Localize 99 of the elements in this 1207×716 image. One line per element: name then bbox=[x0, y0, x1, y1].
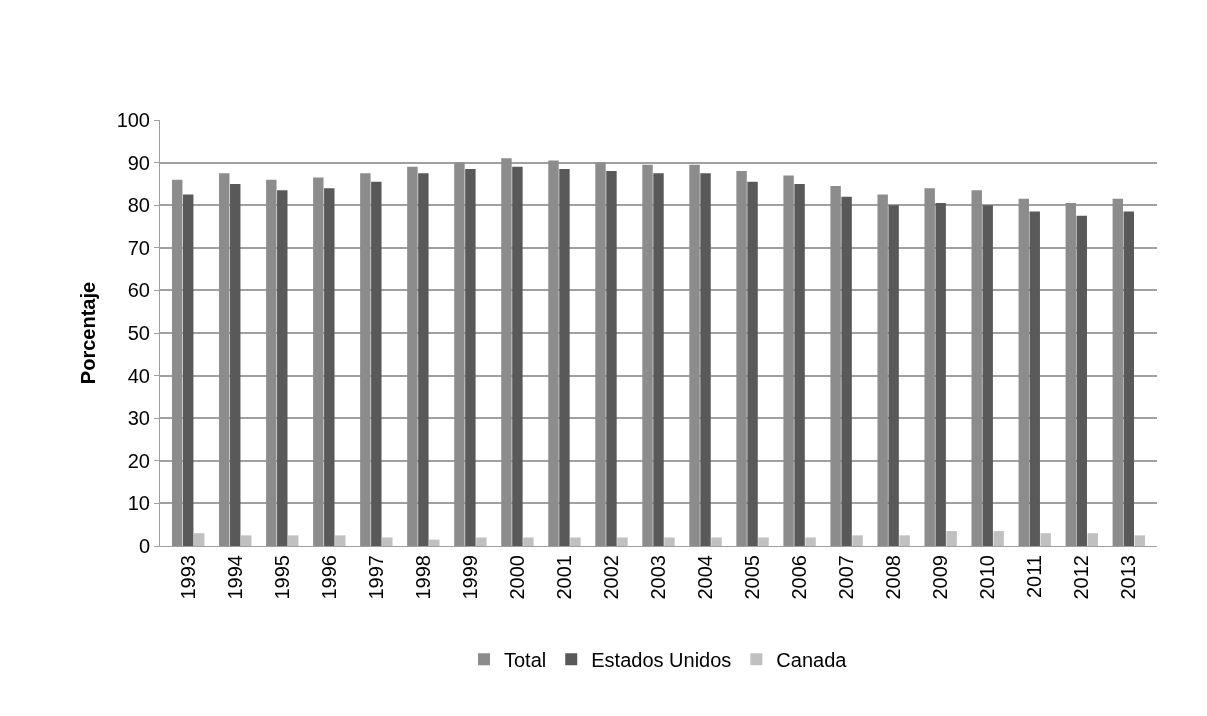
bar bbox=[407, 166, 418, 546]
x-tick-label: 1994 bbox=[223, 555, 246, 600]
y-tick-label: 90 bbox=[127, 151, 150, 174]
bar bbox=[805, 537, 816, 546]
bar bbox=[758, 537, 769, 546]
x-tick-label: 2004 bbox=[694, 555, 717, 600]
y-tick-label: 100 bbox=[116, 109, 150, 131]
bar bbox=[1076, 215, 1087, 546]
bar bbox=[313, 177, 324, 546]
bar bbox=[617, 537, 628, 546]
bar bbox=[335, 535, 346, 546]
bar bbox=[324, 188, 335, 546]
bar bbox=[1018, 198, 1029, 546]
bar bbox=[899, 535, 910, 546]
bar bbox=[924, 188, 935, 546]
bar bbox=[653, 173, 664, 546]
x-tick-label: 2008 bbox=[882, 555, 905, 600]
legend-label: Total bbox=[504, 649, 547, 672]
x-tick-label: 1997 bbox=[364, 555, 387, 600]
bar bbox=[512, 166, 523, 546]
x-tick-label: 1998 bbox=[411, 555, 434, 600]
bar bbox=[172, 179, 183, 546]
y-tick-label: 20 bbox=[127, 449, 150, 472]
bar bbox=[982, 205, 993, 546]
legend-label: Canada bbox=[776, 649, 848, 672]
bar bbox=[1029, 211, 1040, 546]
bar bbox=[711, 537, 722, 546]
x-tick-label: 1996 bbox=[317, 555, 340, 600]
bar bbox=[1123, 211, 1134, 546]
bar bbox=[241, 535, 252, 546]
bar bbox=[971, 190, 982, 546]
bar bbox=[193, 533, 205, 546]
bar bbox=[1087, 533, 1098, 546]
bar bbox=[266, 179, 277, 546]
bar bbox=[606, 171, 617, 546]
bar bbox=[700, 173, 711, 546]
bar bbox=[877, 194, 888, 546]
bar bbox=[523, 537, 534, 546]
x-tick-label: 2010 bbox=[976, 555, 999, 600]
bar bbox=[888, 205, 899, 546]
bar bbox=[747, 181, 758, 546]
bar bbox=[570, 537, 581, 546]
x-tick-label: 2009 bbox=[929, 555, 952, 600]
bar bbox=[794, 183, 805, 546]
x-tick-label: 2002 bbox=[599, 555, 622, 600]
y-tick-label: 70 bbox=[127, 236, 150, 259]
x-tick-label: 2000 bbox=[505, 555, 528, 600]
bar bbox=[689, 164, 700, 546]
bar bbox=[852, 535, 863, 546]
bar bbox=[993, 531, 1004, 546]
bar bbox=[183, 194, 194, 546]
y-tick-label: 60 bbox=[127, 279, 150, 302]
x-tick-label: 2006 bbox=[788, 555, 811, 600]
bar bbox=[360, 173, 371, 546]
bar bbox=[664, 537, 675, 546]
bar bbox=[476, 537, 487, 546]
bar bbox=[642, 164, 653, 546]
bar bbox=[382, 537, 393, 546]
bar bbox=[1040, 533, 1051, 546]
bar bbox=[288, 535, 299, 546]
x-tick-label: 2011 bbox=[1023, 555, 1046, 599]
y-tick-label: 10 bbox=[127, 492, 150, 515]
bar bbox=[736, 171, 747, 546]
x-tick-label: 1999 bbox=[458, 555, 481, 600]
bar bbox=[219, 173, 230, 546]
bar bbox=[830, 186, 841, 546]
x-tick-label: 2013 bbox=[1117, 555, 1140, 600]
bar bbox=[418, 173, 429, 546]
legend-label: Estados Unidos bbox=[591, 649, 732, 672]
bar bbox=[548, 160, 559, 546]
bar bbox=[501, 158, 512, 546]
bar bbox=[935, 203, 946, 546]
x-tick-label: 2005 bbox=[741, 555, 764, 600]
x-tick-label: 2003 bbox=[647, 555, 669, 600]
bar bbox=[371, 181, 382, 546]
x-tick-label: 1993 bbox=[176, 555, 199, 600]
bar bbox=[454, 162, 465, 546]
x-tick-label: 2012 bbox=[1070, 555, 1093, 600]
bar bbox=[946, 531, 957, 546]
bar bbox=[559, 168, 570, 546]
bar bbox=[841, 196, 852, 546]
y-axis-title: Porcentaje bbox=[77, 281, 100, 385]
y-tick-label: 30 bbox=[127, 407, 150, 430]
bar bbox=[230, 183, 241, 546]
bar bbox=[783, 175, 794, 546]
y-tick-label: 80 bbox=[127, 194, 150, 217]
x-tick-label: 2007 bbox=[835, 555, 858, 600]
y-tick-label: 50 bbox=[127, 322, 150, 344]
bar bbox=[1065, 203, 1076, 546]
bar bbox=[277, 190, 288, 546]
bar bbox=[595, 162, 606, 546]
x-tick-label: 2001 bbox=[552, 555, 575, 600]
bar bbox=[429, 539, 440, 546]
y-tick-label: 40 bbox=[127, 364, 150, 387]
bar bbox=[465, 168, 476, 546]
bar bbox=[1112, 198, 1124, 546]
bar bbox=[1134, 535, 1145, 546]
x-tick-label: 1995 bbox=[270, 555, 293, 600]
y-tick-label: 0 bbox=[138, 535, 150, 557]
